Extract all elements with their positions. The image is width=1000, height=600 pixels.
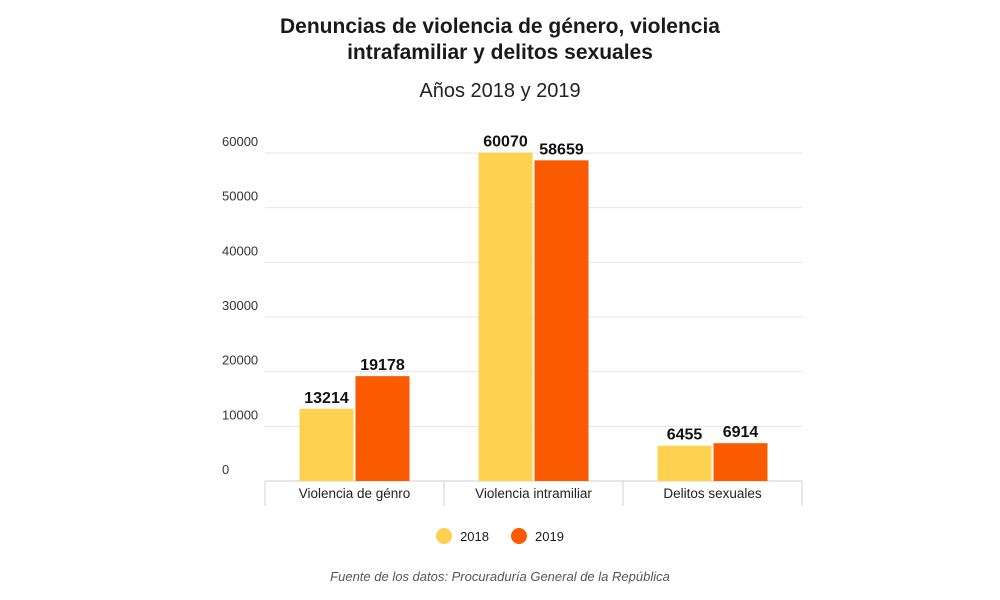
data-label-2019-2: 6914 (723, 424, 759, 441)
bar-2018-1 (478, 152, 533, 481)
legend-label-2018: 2018 (460, 528, 489, 544)
bar-2019-2 (713, 443, 768, 481)
data-label-2018-1: 60070 (483, 134, 528, 151)
bar-2019-0 (355, 376, 410, 481)
x-category-label: Violencia de génro (299, 486, 411, 501)
legend-item-2018: 2018 (436, 528, 489, 544)
y-tick-label-0: 0 (222, 462, 229, 477)
legend: 2018 2019 (0, 528, 1000, 544)
data-label-2018-2: 6455 (667, 427, 703, 444)
y-tick-label-60000: 60000 (222, 134, 258, 149)
legend-item-2019: 2019 (511, 528, 564, 544)
data-label-2019-1: 58659 (539, 141, 584, 158)
chart-title: Denuncias de violencia de género, violen… (0, 14, 1000, 66)
bar-2018-0 (299, 408, 354, 481)
source-note: Fuente de los datos: Procuraduría Genera… (330, 569, 670, 584)
legend-swatch-2019 (511, 528, 527, 544)
legend-label-2019: 2019 (535, 528, 564, 544)
x-category-label: Delitos sexuales (663, 486, 762, 501)
chart-title-line-1: Denuncias de violencia de género, violen… (280, 15, 720, 38)
bar-2019-1 (534, 160, 589, 481)
y-tick-label-10000: 10000 (222, 407, 258, 422)
chart-title-line-2: intrafamiliar y delitos sexuales (347, 41, 653, 64)
x-category-label: Violencia intramiliar (475, 486, 592, 501)
data-label-2019-0: 19178 (360, 357, 405, 374)
y-tick-label-50000: 50000 (222, 189, 258, 204)
y-tick-label-40000: 40000 (222, 243, 258, 258)
chart-subtitle: Años 2018 y 2019 (419, 80, 581, 102)
y-tick-label-30000: 30000 (222, 298, 258, 313)
legend-swatch-2018 (436, 528, 453, 544)
data-label-2018-0: 13214 (304, 390, 349, 407)
y-tick-label-20000: 20000 (222, 353, 258, 368)
bar-2018-2 (657, 445, 712, 481)
